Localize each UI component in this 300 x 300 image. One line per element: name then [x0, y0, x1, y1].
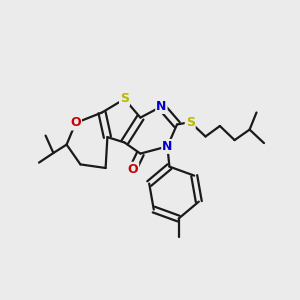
Text: S: S: [120, 92, 129, 106]
Text: S: S: [186, 116, 195, 129]
Text: N: N: [162, 140, 172, 153]
Text: O: O: [128, 163, 138, 176]
Text: N: N: [156, 100, 167, 113]
Text: O: O: [70, 116, 81, 130]
